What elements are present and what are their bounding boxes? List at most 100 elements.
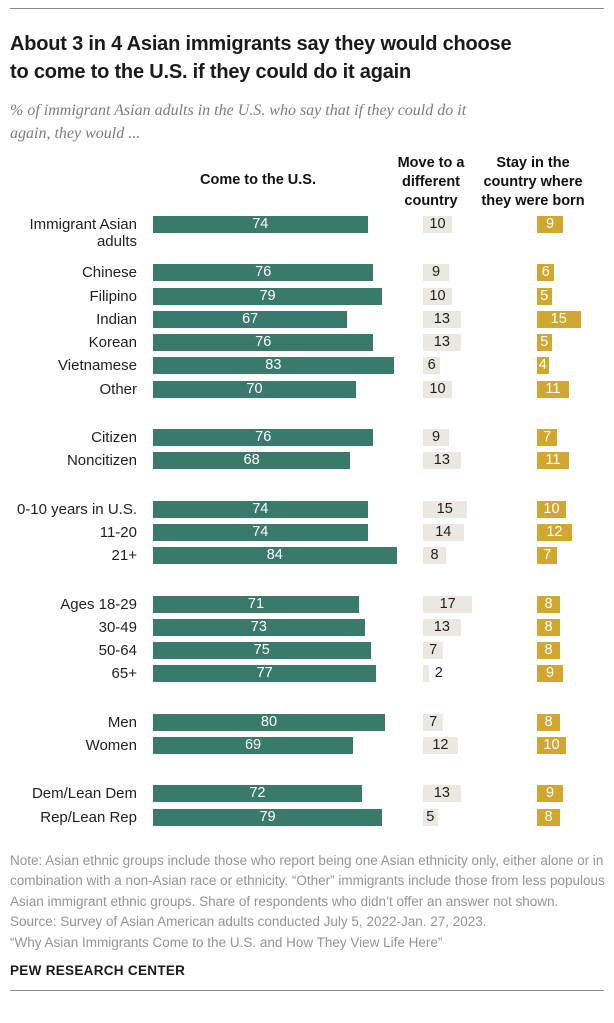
stay-value: 10 bbox=[543, 500, 560, 517]
row-label: Vietnamese bbox=[58, 357, 137, 375]
move-value: 9 bbox=[432, 264, 441, 281]
come-value: 73 bbox=[250, 618, 267, 635]
source-text: Source: Survey of Asian American adults … bbox=[10, 914, 487, 930]
stay-value: 4 bbox=[538, 357, 547, 374]
demographic-group-party: Dem/Lean Dem 72 13 9 Rep/Lean Rep 79 5 8 bbox=[0, 785, 614, 832]
come-value: 76 bbox=[255, 264, 272, 281]
come-bar: 75 bbox=[153, 642, 371, 660]
demographic-group-age: Ages 18-29 71 17 8 30-49 73 13 8 50-64 75 7 8 65+ 77 2… bbox=[0, 595, 614, 689]
move-bar: 13 bbox=[423, 618, 461, 636]
bar-row: Immigrant Asian adults 74 10 9 bbox=[0, 216, 614, 250]
bar-row: Vietnamese 83 6 4 bbox=[0, 357, 614, 380]
stay-bar: 8 bbox=[537, 595, 561, 613]
stay-value: 7 bbox=[543, 547, 552, 564]
row-label: Filipino bbox=[89, 287, 137, 305]
move-bar: 10 bbox=[423, 380, 452, 398]
move-value: 8 bbox=[430, 547, 439, 564]
come-value: 79 bbox=[259, 287, 276, 304]
move-value: 7 bbox=[429, 713, 438, 730]
page-subtitle: % of immigrant Asian adults in the U.S. … bbox=[10, 102, 467, 142]
stay-bar: 5 bbox=[537, 287, 552, 305]
stay-bar: 7 bbox=[537, 429, 558, 447]
come-bar: 77 bbox=[153, 665, 377, 683]
come-bar: 69 bbox=[153, 737, 354, 755]
stay-value: 11 bbox=[545, 452, 561, 469]
stay-value: 8 bbox=[544, 595, 553, 612]
move-value: 13 bbox=[433, 618, 450, 635]
stay-bar: 8 bbox=[537, 618, 561, 636]
come-value: 68 bbox=[243, 452, 260, 469]
move-bar: 7 bbox=[423, 713, 444, 731]
stay-value: 15 bbox=[550, 310, 567, 327]
bar-row: Dem/Lean Dem 72 13 9 bbox=[0, 785, 614, 808]
come-value: 69 bbox=[244, 737, 262, 754]
row-label: Other bbox=[99, 380, 137, 398]
page-title: About 3 in 4 Asian immigrants say they w… bbox=[10, 33, 512, 83]
come-value: 72 bbox=[249, 785, 266, 802]
move-bar: 9 bbox=[423, 264, 450, 282]
row-label: Immigrant Asian adults bbox=[29, 216, 137, 250]
row-label: 30-49 bbox=[98, 618, 137, 636]
bar-row: Citizen 76 9 7 bbox=[0, 429, 614, 452]
move-value: 6 bbox=[427, 357, 436, 374]
row-label: Noncitizen bbox=[66, 452, 137, 470]
move-bar: 8 bbox=[423, 547, 447, 565]
come-value: 74 bbox=[252, 523, 269, 540]
row-label: Women bbox=[85, 737, 137, 755]
column-header-stay: Stay in the country where they were born bbox=[481, 155, 585, 209]
column-headers: Come to the U.S. Move to a different cou… bbox=[0, 154, 614, 212]
come-bar: 70 bbox=[153, 380, 356, 398]
move-value: 10 bbox=[429, 380, 446, 397]
row-label: Korean bbox=[88, 334, 137, 352]
bar-row: Rep/Lean Rep 79 5 8 bbox=[0, 808, 614, 832]
bar-chart: Immigrant Asian adults 74 10 9 Chinese 76 9 6 Fi… bbox=[0, 216, 614, 832]
study-title-text: “Why Asian Immigrants Come to the U.S. a… bbox=[10, 934, 443, 950]
stay-value: 12 bbox=[546, 523, 563, 540]
move-value: 5 bbox=[426, 808, 435, 825]
move-bar: 17 bbox=[423, 595, 473, 613]
stay-value: 5 bbox=[540, 287, 549, 304]
come-bar: 84 bbox=[153, 547, 397, 565]
brand-footer: PEW RESEARCH CENTER bbox=[10, 963, 186, 979]
come-value: 75 bbox=[253, 642, 270, 659]
come-bar: 74 bbox=[153, 523, 368, 541]
move-bar: 6 bbox=[423, 357, 441, 375]
come-bar: 72 bbox=[153, 785, 362, 803]
bar-row: Men 80 7 8 bbox=[0, 713, 614, 737]
come-value: 77 bbox=[256, 665, 273, 682]
bar-row: Ages 18-29 71 17 8 bbox=[0, 595, 614, 619]
stay-bar: 4 bbox=[537, 357, 549, 375]
move-value: 13 bbox=[433, 785, 450, 802]
demographic-group-all: Immigrant Asian adults 74 10 9 bbox=[0, 216, 614, 250]
come-bar: 74 bbox=[153, 500, 368, 518]
move-value: 12 bbox=[432, 737, 449, 754]
column-header-move: Move to a different country bbox=[397, 155, 465, 209]
come-value: 84 bbox=[266, 547, 283, 564]
move-value: 13 bbox=[433, 334, 450, 351]
stay-bar: 8 bbox=[537, 642, 561, 660]
row-label: Citizen bbox=[91, 429, 137, 447]
come-value: 83 bbox=[265, 357, 282, 374]
move-bar: 13 bbox=[423, 452, 461, 470]
move-bar: 13 bbox=[423, 310, 461, 328]
stay-value: 8 bbox=[544, 808, 553, 825]
come-bar: 79 bbox=[153, 808, 383, 826]
move-bar: 10 bbox=[423, 216, 452, 233]
come-value: 71 bbox=[247, 595, 265, 612]
move-value: 17 bbox=[439, 595, 456, 612]
move-bar: 14 bbox=[423, 523, 464, 541]
stay-bar: 10 bbox=[537, 500, 566, 518]
come-bar: 74 bbox=[153, 216, 368, 233]
bar-row: Chinese 76 9 6 bbox=[0, 264, 614, 287]
bar-row: Women 69 12 10 bbox=[0, 737, 614, 760]
stay-value: 7 bbox=[543, 429, 552, 446]
come-bar: 76 bbox=[153, 429, 374, 447]
row-label: 65+ bbox=[111, 665, 137, 683]
come-bar: 76 bbox=[153, 264, 374, 282]
move-bar: 5 bbox=[423, 808, 438, 826]
move-value: 13 bbox=[433, 452, 450, 469]
stay-value: 8 bbox=[544, 713, 553, 730]
row-label: 50-64 bbox=[98, 642, 137, 660]
bar-row: 30-49 73 13 8 bbox=[0, 618, 614, 642]
move-bar: 9 bbox=[423, 429, 450, 447]
